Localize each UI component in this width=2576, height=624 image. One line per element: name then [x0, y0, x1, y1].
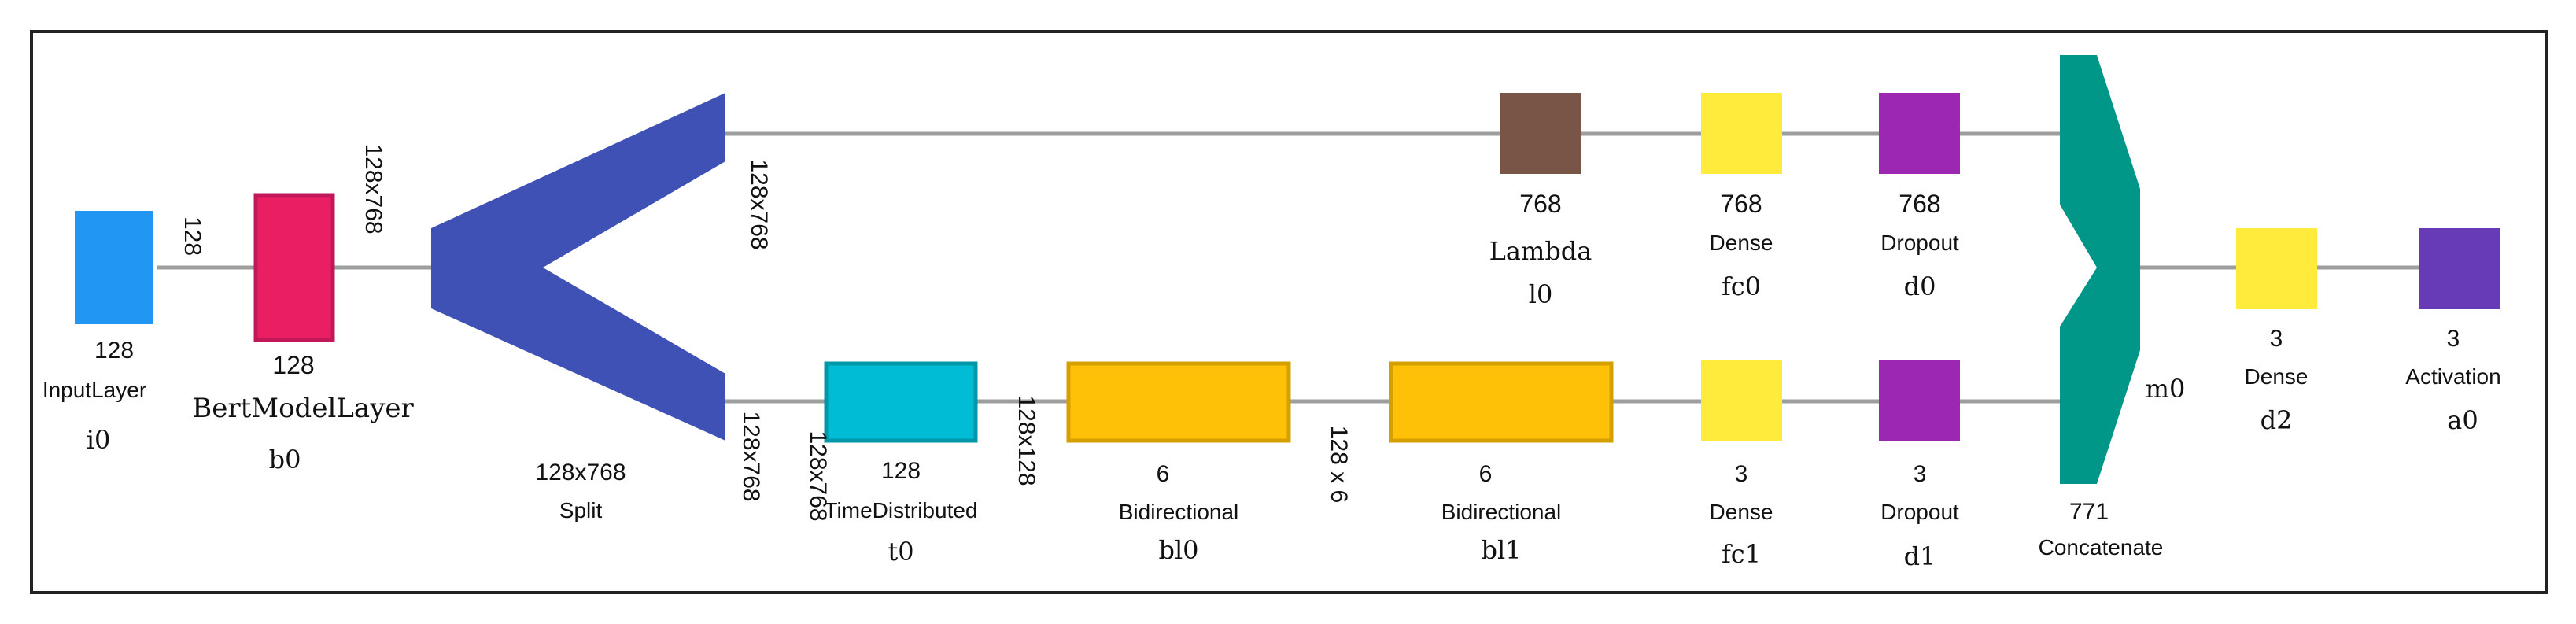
d2-size-label: 3 — [2270, 326, 2283, 352]
split-type-label: Split — [559, 498, 603, 522]
diagram-frame — [30, 30, 2548, 594]
d2-type-label: Dense — [2245, 364, 2308, 389]
fc0-type-label: Dense — [1710, 231, 1773, 255]
bert-layer-node — [253, 193, 335, 342]
edge-split-t0-label: 128x768 — [805, 430, 831, 521]
t0-id-label: t0 — [888, 537, 913, 567]
d1-type-label: Dropout — [1880, 500, 1959, 524]
edge-labels: 128 128x768 128x768 128x768 128x768 128x… — [179, 143, 1352, 521]
split-node — [431, 93, 725, 441]
edge-bl0-bl1-label: 128 x 6 — [1326, 426, 1352, 503]
d2-id-label: d2 — [2260, 405, 2293, 435]
concatenate-node — [2060, 55, 2140, 484]
fc1-id-label: fc1 — [1722, 539, 1761, 569]
bidirectional-bl0-node — [1066, 361, 1291, 443]
bl0-id-label: bl0 — [1158, 535, 1198, 565]
concat-id-label: m0 — [2146, 374, 2186, 404]
a0-size-label: 3 — [2447, 326, 2460, 352]
bl1-size-label: 6 — [1479, 461, 1493, 487]
dense-fc1-node — [1701, 360, 1782, 441]
a0-id-label: a0 — [2447, 405, 2478, 435]
bl1-id-label: bl1 — [1481, 535, 1521, 565]
dropout-d1-node — [1879, 360, 1960, 441]
fc1-size-label: 3 — [1735, 461, 1748, 487]
t0-type-label: TimeDistributed — [824, 498, 977, 522]
node-labels: 128 InputLayer i0 128 BertModelLayer b0 … — [42, 190, 2501, 571]
bidirectional-bl1-node — [1389, 361, 1614, 443]
d0-type-label: Dropout — [1880, 231, 1959, 255]
edge-t0-bl0-label: 128x128 — [1013, 395, 1039, 486]
dropout-d0-node — [1879, 93, 1960, 174]
input-layer-node — [75, 211, 153, 324]
bert-type-label: BertModelLayer — [192, 393, 414, 424]
fc0-size-label: 768 — [1720, 190, 1762, 218]
edge-split-top-label: 128x768 — [746, 159, 772, 249]
concat-size-label: 771 — [2069, 499, 2109, 525]
bert-id-label: b0 — [269, 445, 301, 474]
timedistributed-node — [824, 361, 978, 443]
input-type-label: InputLayer — [42, 378, 146, 402]
edge-bert-split-label: 128x768 — [360, 143, 386, 234]
fc0-id-label: fc0 — [1722, 271, 1761, 301]
input-size-label: 128 — [94, 338, 134, 364]
bl0-size-label: 6 — [1157, 461, 1170, 487]
d1-size-label: 3 — [1914, 461, 1927, 487]
edge-split-bottom-label: 128x768 — [738, 411, 764, 501]
concat-type-label: Concatenate — [2039, 535, 2164, 559]
lambda-node — [1500, 93, 1581, 174]
fc1-type-label: Dense — [1710, 500, 1773, 524]
lambda-type-label: Lambda — [1489, 236, 1592, 266]
dense-fc0-node — [1701, 93, 1782, 174]
lambda-size-label: 768 — [1519, 190, 1561, 218]
d0-id-label: d0 — [1904, 271, 1936, 301]
activation-a0-node — [2419, 228, 2500, 309]
bl0-type-label: Bidirectional — [1119, 500, 1239, 524]
d0-size-label: 768 — [1899, 190, 1940, 218]
split-size-label: 128x768 — [535, 460, 626, 486]
t0-size-label: 128 — [881, 458, 921, 484]
bert-size-label: 128 — [272, 351, 314, 379]
input-id-label: i0 — [87, 425, 111, 455]
a0-type-label: Activation — [2405, 364, 2500, 389]
dense-d2-node — [2236, 228, 2317, 309]
d1-id-label: d1 — [1904, 541, 1936, 571]
lambda-id-label: l0 — [1529, 279, 1553, 309]
edge-input-bert-label: 128 — [179, 216, 205, 256]
bl1-type-label: Bidirectional — [1441, 500, 1562, 524]
